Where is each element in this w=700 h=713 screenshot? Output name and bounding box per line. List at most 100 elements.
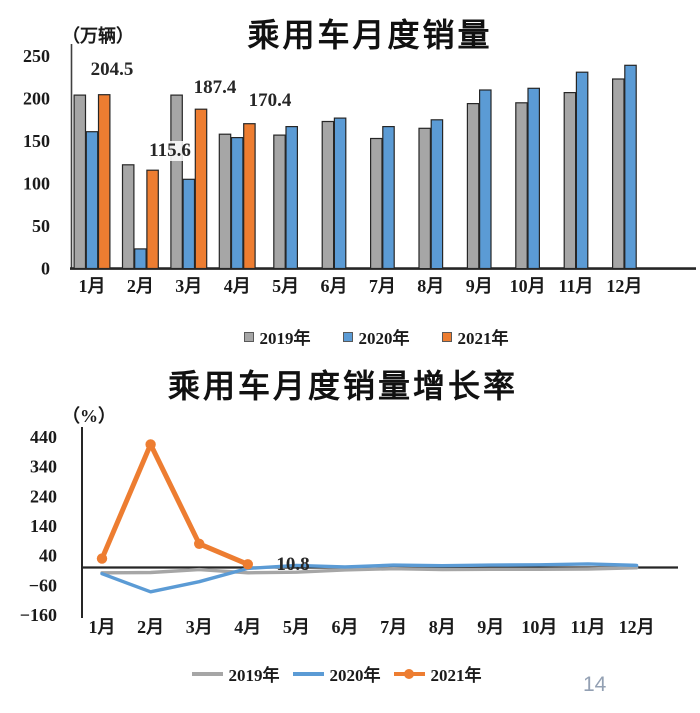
bar-2019年-9月 [466, 102, 480, 270]
chart2-legend: 2019年 2020年 2021年 [0, 661, 673, 686]
bar-2020年-6月 [333, 117, 347, 270]
chart1-bars [73, 64, 637, 270]
svg-text:11月: 11月 [570, 617, 605, 637]
chart2-x-tick-labels: 1月 2月 3月 4月 5月 6月 7月 8月 9月 10月 11月 12月 [89, 617, 655, 637]
svg-text:7月: 7月 [369, 276, 396, 296]
bar-2019年-7月 [370, 137, 383, 270]
marker-2021年-2月 [145, 439, 156, 450]
line-series-2021年 [96, 439, 253, 570]
svg-text:6月: 6月 [332, 617, 359, 637]
svg-text:2月: 2月 [127, 276, 154, 296]
svg-text:4月: 4月 [224, 276, 251, 296]
svg-text:7月: 7月 [380, 617, 407, 637]
svg-text:11月: 11月 [558, 276, 593, 296]
bar-2019年-1月 [73, 94, 87, 270]
chart1-title: 乘用车月度销量 [247, 17, 493, 53]
svg-text:140: 140 [30, 516, 57, 536]
legend-swatch-2019 [243, 331, 254, 342]
svg-text:−160: −160 [20, 605, 57, 625]
legend-item-2019: 2019年 [243, 324, 311, 349]
svg-text:9月: 9月 [477, 617, 504, 637]
svg-text:2月: 2月 [137, 617, 164, 637]
bar-2020年-5月 [285, 125, 298, 270]
legend-item-2020: 2020年 [342, 324, 410, 349]
data-label-growth-apr: 10.8 [276, 554, 310, 575]
line-series-2019年 [100, 566, 639, 575]
bar-2020年-11月 [575, 71, 589, 270]
svg-text:150: 150 [23, 131, 50, 151]
bar-2021年-4月 [243, 123, 256, 270]
bar-2020年-10月 [527, 87, 540, 270]
line-series-2020年 [100, 562, 639, 594]
bar-2020年-8月 [430, 119, 444, 270]
legend-item-2020: 2020年 [292, 661, 381, 686]
bar-2019年-8月 [418, 127, 431, 270]
svg-text:8月: 8月 [417, 276, 444, 296]
svg-text:1月: 1月 [79, 276, 106, 296]
svg-text:6月: 6月 [321, 276, 348, 296]
svg-text:0: 0 [41, 259, 50, 279]
svg-text:4月: 4月 [234, 617, 261, 637]
bar-2019年-4月 [218, 133, 232, 270]
legend-item-2021: 2021年 [393, 661, 482, 686]
legend-swatch-2020 [342, 331, 353, 342]
legend-label-2019: 2019年 [228, 666, 280, 685]
svg-text:3月: 3月 [186, 617, 213, 637]
chart2-title: 乘用车月度销量增长率 [167, 368, 518, 404]
svg-text:10月: 10月 [510, 276, 546, 296]
chart1-x-tick-labels: 1月 2月 3月 4月 5月 6月 7月 8月 9月 10月 11月 12月 [79, 276, 643, 296]
svg-text:250: 250 [23, 46, 50, 66]
data-label-2021-mar: 187.4 [190, 78, 240, 98]
marker-2021年-3月 [194, 538, 205, 549]
svg-text:200: 200 [23, 89, 50, 109]
svg-text:5月: 5月 [283, 617, 310, 637]
legend-label-2021: 2021年 [457, 329, 509, 348]
legend-label-2019: 2019年 [259, 329, 311, 348]
svg-text:−60: −60 [29, 575, 57, 595]
svg-text:9月: 9月 [466, 276, 493, 296]
svg-text:440: 440 [30, 427, 57, 447]
marker-2021年-1月 [96, 553, 108, 564]
svg-text:8月: 8月 [429, 617, 456, 637]
page-number: 14 [583, 673, 607, 696]
data-label-2021-jan: 204.5 [90, 59, 134, 80]
legend-line-2019 [191, 671, 223, 676]
legend-swatch-2021 [441, 331, 452, 342]
bar-2019年-2月 [121, 164, 135, 270]
chart1-y-tick-labels: 250 200 150 100 50 0 [23, 46, 50, 279]
legend-label-2021: 2021年 [430, 666, 482, 685]
legend-label-2020: 2020年 [329, 666, 381, 685]
chart2-unit-label: （%） [62, 406, 116, 426]
svg-text:3月: 3月 [175, 276, 202, 296]
legend-line-2021 [393, 671, 425, 676]
bar-2020年-7月 [382, 125, 395, 270]
data-label-2021-apr: 170.4 [248, 90, 292, 111]
bar-2019年-3月 [170, 94, 183, 270]
svg-text:12月: 12月 [606, 276, 642, 296]
svg-text:10月: 10月 [521, 617, 557, 637]
marker-2021年-4月 [242, 559, 253, 570]
legend-label-2020: 2020年 [358, 329, 410, 348]
bar-2021年-1月 [97, 94, 111, 270]
svg-text:1月: 1月 [89, 617, 116, 637]
bar-2019年-10月 [515, 102, 528, 270]
bar-2020年-1月 [85, 131, 99, 270]
svg-text:40: 40 [39, 546, 57, 566]
svg-text:240: 240 [30, 486, 57, 506]
data-label-2021-feb: 115.6 [146, 141, 194, 161]
bar-2019年-11月 [563, 91, 577, 270]
svg-text:50: 50 [32, 216, 50, 236]
bar-2020年-2月 [134, 248, 147, 270]
svg-text:340: 340 [30, 457, 57, 477]
bar-2020年-4月 [230, 137, 244, 270]
bar-2020年-12月 [624, 64, 637, 270]
svg-text:100: 100 [23, 174, 50, 194]
bar-2021年-3月 [194, 108, 208, 270]
svg-text:5月: 5月 [272, 276, 299, 296]
chart1-unit-label: （万辆） [62, 26, 134, 46]
svg-text:12月: 12月 [619, 617, 655, 637]
chart2-axes [81, 427, 678, 618]
